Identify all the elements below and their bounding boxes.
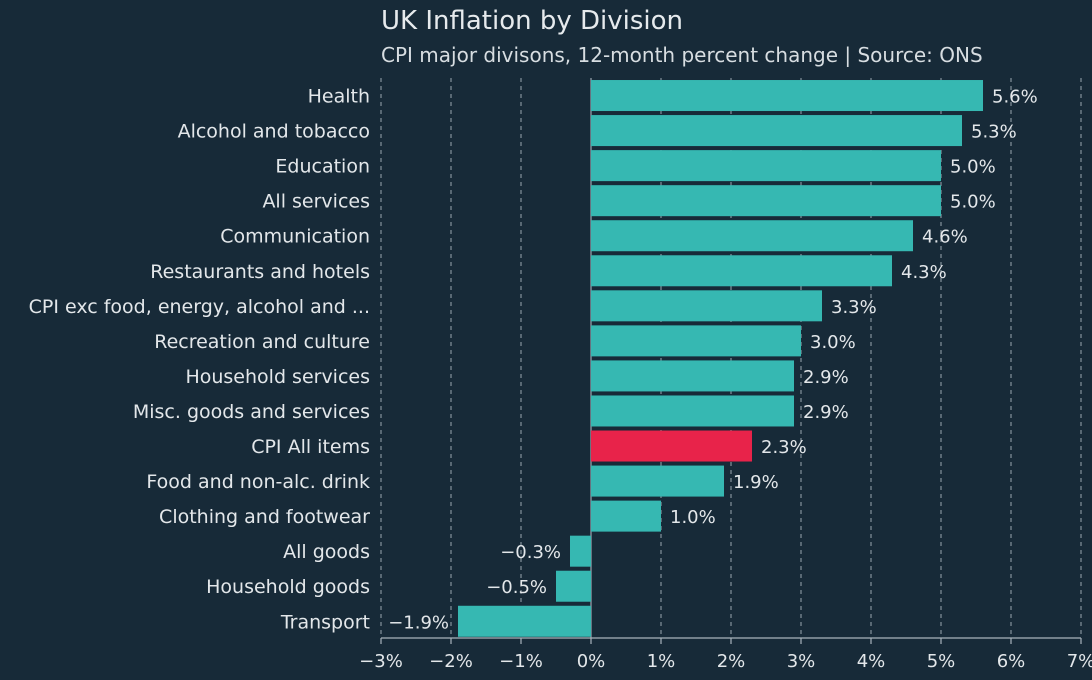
bar	[591, 395, 794, 427]
bar	[570, 535, 591, 567]
value-label: 4.6%	[922, 227, 968, 248]
category-label: Household goods	[206, 576, 370, 598]
value-label: 1.0%	[670, 507, 716, 528]
value-label: −1.9%	[388, 612, 449, 633]
bar	[591, 430, 752, 462]
bar	[591, 115, 962, 147]
category-label: All services	[262, 191, 370, 213]
value-label: 5.3%	[971, 122, 1017, 143]
bar	[458, 605, 591, 637]
category-label: Household services	[185, 366, 370, 388]
category-label: Transport	[280, 611, 370, 633]
category-label: Restaurants and hotels	[150, 261, 370, 283]
bar	[591, 465, 724, 497]
category-label: Health	[308, 86, 370, 108]
category-label: CPI exc food, energy, alcohol and ...	[29, 296, 370, 318]
x-tick-label: 2%	[717, 651, 746, 672]
category-label: Alcohol and tobacco	[178, 121, 370, 143]
bar	[591, 360, 794, 392]
category-label: Recreation and culture	[154, 331, 370, 353]
value-label: −0.3%	[500, 542, 561, 563]
bar	[591, 255, 892, 287]
bar	[591, 185, 941, 217]
value-label: 4.3%	[901, 262, 947, 283]
x-tick-label: 0%	[577, 651, 606, 672]
value-label: 2.9%	[803, 402, 849, 423]
bar	[591, 80, 983, 112]
category-label: All goods	[283, 541, 370, 563]
x-tick-label: −3%	[359, 651, 403, 672]
x-tick-label: −1%	[499, 651, 543, 672]
value-label: −0.5%	[486, 577, 547, 598]
value-label: 1.9%	[733, 472, 779, 493]
value-label: 3.0%	[810, 332, 856, 353]
x-tick-label: 4%	[857, 651, 886, 672]
chart-title: UK Inflation by Division	[381, 6, 684, 36]
bar	[591, 500, 661, 532]
bar	[591, 325, 801, 357]
category-label: Education	[275, 156, 370, 178]
bar	[591, 150, 941, 182]
bar	[591, 220, 913, 252]
category-label: CPI All items	[251, 436, 370, 458]
x-tick-label: 7%	[1067, 651, 1092, 672]
value-label: 5.0%	[950, 192, 996, 213]
x-tick-label: 1%	[647, 651, 676, 672]
value-label: 2.9%	[803, 367, 849, 388]
x-tick-label: 6%	[997, 651, 1026, 672]
category-label: Clothing and footwear	[159, 506, 370, 528]
value-label: 5.0%	[950, 157, 996, 178]
value-label: 5.6%	[992, 87, 1038, 108]
bar	[556, 570, 591, 602]
value-label: 2.3%	[761, 437, 807, 458]
bar	[591, 290, 822, 322]
category-label: Communication	[220, 226, 370, 248]
chart-subtitle: CPI major divisons, 12-month percent cha…	[381, 43, 983, 67]
category-label: Food and non-alc. drink	[146, 471, 370, 493]
value-label: 3.3%	[831, 297, 877, 318]
x-tick-label: 3%	[787, 651, 816, 672]
x-tick-label: 5%	[927, 651, 956, 672]
category-label: Misc. goods and services	[133, 401, 370, 423]
x-tick-label: −2%	[429, 651, 473, 672]
